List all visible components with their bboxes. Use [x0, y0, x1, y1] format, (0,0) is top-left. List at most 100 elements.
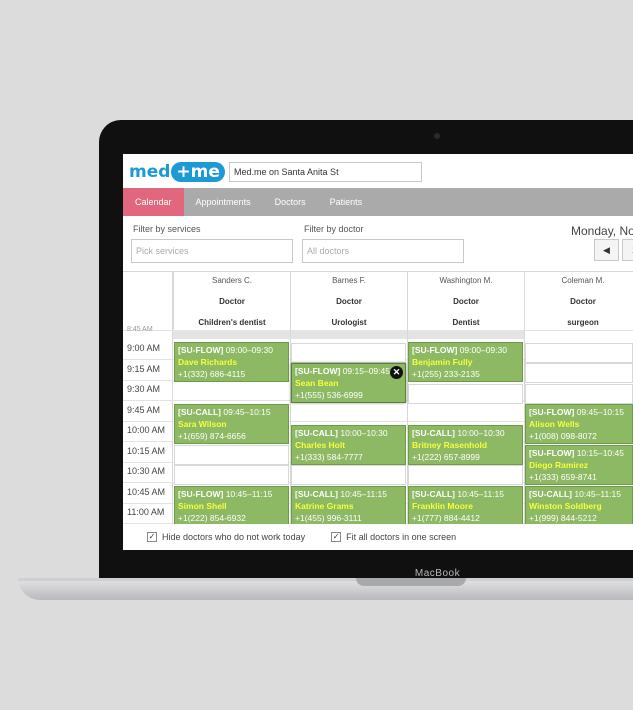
appointment-card[interactable]: [SU-FLOW] 09:15–09:45 Sean Bean +1(555) …: [291, 363, 406, 403]
tab-doctors[interactable]: Doctors: [274, 197, 306, 207]
device-brand-label: MacBook: [414, 568, 461, 579]
patient-name: Sean Bean: [295, 378, 339, 388]
patient-phone: +1(222) 854-6932: [178, 513, 246, 523]
time-column: [123, 272, 173, 524]
empty-slot[interactable]: [525, 384, 633, 404]
empty-slot[interactable]: [408, 384, 523, 404]
doctor-filter-input[interactable]: All doctors: [302, 239, 464, 263]
patient-phone: +1(333) 659-8741: [529, 472, 597, 482]
next-day-button[interactable]: 1: [622, 239, 633, 261]
doctor-name: Coleman M.: [561, 276, 605, 285]
tab-calendar[interactable]: Calendar: [123, 188, 184, 216]
appointment-time: 10:00–10:30: [457, 428, 505, 438]
clinic-select[interactable]: Med.me on Santa Anita St: [229, 162, 422, 182]
appointment-tag: [SU-CALL]: [529, 489, 572, 499]
calendar-grid: Sanders C. Doctor Children's dentist Bar…: [123, 271, 633, 524]
doctor-column-header[interactable]: Sanders C. Doctor Children's dentist: [173, 272, 290, 330]
appointment-time: 10:45–11:15: [574, 489, 621, 499]
hide-doctors-label: Hide doctors who do not work today: [162, 532, 306, 542]
patient-phone: +1(999) 844-5212: [529, 513, 597, 523]
appointment-tag: [SU-CALL]: [412, 428, 455, 438]
appointment-card[interactable]: [SU-FLOW] 10:45–11:15 Simon Shell +1(222…: [174, 486, 289, 524]
appointment-tag: [SU-FLOW]: [529, 448, 575, 458]
appointment-card[interactable]: [SU-CALL] 10:45–11:15 Katrine Grams +1(4…: [291, 486, 406, 524]
appointment-tag: [SU-FLOW]: [412, 345, 458, 355]
empty-slot[interactable]: [291, 465, 406, 485]
appointment-time: 10:00–10:30: [340, 428, 388, 438]
doctor-column-header[interactable]: Coleman M. Doctor surgeon: [524, 272, 633, 330]
patient-name: Simon Shell: [178, 501, 227, 511]
appointment-time: 09:15–09:45: [342, 366, 390, 376]
patient-name: Charles Holt: [295, 440, 346, 450]
time-label: 10:00 AM: [127, 425, 166, 435]
appointment-time: 09:45–10:15: [223, 407, 271, 417]
close-icon[interactable]: ✕: [390, 366, 403, 379]
appointment-time: 09:00–09:30: [225, 345, 273, 355]
patient-name: Dave Richards: [178, 357, 238, 367]
grid-line: [407, 330, 408, 524]
camera-icon: [434, 133, 440, 139]
appointment-time: 10:15–10:45: [576, 448, 624, 458]
checkbox-checked-icon[interactable]: ✓: [331, 532, 342, 542]
appointment-card[interactable]: [SU-CALL] 10:45–11:15 Franklin Moore +1(…: [408, 486, 523, 524]
empty-slot[interactable]: [408, 465, 523, 485]
current-date: Monday, No: [571, 224, 633, 238]
empty-slot[interactable]: [525, 343, 633, 363]
appointment-card[interactable]: [SU-FLOW] 10:15–10:45 Diego Ramirez +1(3…: [525, 445, 633, 485]
appointment-card[interactable]: [SU-CALL] 10:00–10:30 Charles Holt +1(33…: [291, 425, 406, 465]
fit-doctors-toggle[interactable]: ✓ Fit all doctors in one screen: [331, 532, 456, 542]
empty-slot[interactable]: [525, 363, 633, 383]
grid-line: [290, 330, 291, 524]
top-bar: med +me Med.me on Santa Anita St: [123, 154, 633, 188]
patient-name: Benjamin Fully: [412, 357, 473, 367]
appointment-card[interactable]: [SU-CALL] 10:00–10:30 Britney Rasenhold …: [408, 425, 523, 465]
appointment-tag: [SU-CALL]: [295, 428, 338, 438]
patient-phone: +1(008) 098-8072: [529, 431, 597, 441]
appointment-card[interactable]: [SU-CALL] 09:45–10:15 Sara Wilson +1(659…: [174, 404, 289, 444]
appointment-card[interactable]: [SU-FLOW] 09:45–10:15 Alison Wells +1(00…: [525, 404, 633, 444]
doctor-role: Doctor: [570, 297, 596, 306]
time-label: 9:15 AM: [127, 364, 161, 374]
unavailable-slot: [173, 330, 524, 339]
tab-appointments[interactable]: Appointments: [195, 197, 251, 207]
time-label: 8:45 AM: [127, 326, 153, 333]
time-label: 9:45 AM: [127, 405, 161, 415]
doctor-role: Doctor: [219, 297, 245, 306]
services-filter-label: Filter by services: [133, 224, 201, 234]
empty-slot[interactable]: [174, 445, 289, 465]
grid-line: [524, 330, 525, 524]
appointment-card[interactable]: [SU-FLOW] 09:00–09:30 Dave Richards +1(3…: [174, 342, 289, 382]
doctor-specialty: Urologist: [331, 318, 367, 327]
doctor-column-header[interactable]: Barnes F. Doctor Urologist: [290, 272, 407, 330]
services-filter-input[interactable]: Pick services: [131, 239, 293, 263]
patient-name: Franklin Moore: [412, 501, 473, 511]
appointment-card[interactable]: [SU-CALL] 10:45–11:15 Winston Soldberg +…: [525, 486, 633, 524]
patient-name: Diego Ramirez: [529, 460, 589, 470]
patient-name: Sara Wilson: [178, 419, 227, 429]
appointment-tag: [SU-FLOW]: [178, 345, 224, 355]
doctor-column-header[interactable]: Washington M. Doctor Dentist: [407, 272, 524, 330]
time-label: 10:15 AM: [127, 446, 166, 456]
appointment-time: 10:45–11:15: [457, 489, 504, 499]
empty-slot[interactable]: [291, 343, 406, 363]
app-screen: med +me Med.me on Santa Anita St Calenda…: [123, 154, 633, 550]
prev-day-button[interactable]: ◀: [594, 239, 619, 261]
checkbox-checked-icon[interactable]: ✓: [147, 532, 157, 542]
tab-patients[interactable]: Patients: [329, 197, 363, 207]
medme-logo[interactable]: med +me: [129, 161, 225, 183]
calendar-footer: ✓ Hide doctors who do not work today ✓ F…: [123, 524, 633, 550]
laptop-base-edge: [18, 578, 633, 581]
appointment-time: 09:00–09:30: [459, 345, 507, 355]
appointment-tag: [SU-CALL]: [412, 489, 455, 499]
laptop-notch: [356, 578, 466, 586]
hide-doctors-toggle[interactable]: ✓ Hide doctors who do not work today: [147, 532, 305, 542]
appointment-card[interactable]: [SU-FLOW] 09:00–09:30 Benjamin Fully +1(…: [408, 342, 523, 382]
doctor-role: Doctor: [453, 297, 479, 306]
fit-doctors-label: Fit all doctors in one screen: [346, 532, 457, 542]
patient-phone: +1(777) 884-4412: [412, 513, 480, 523]
appointment-tag: [SU-FLOW]: [529, 407, 575, 417]
empty-slot[interactable]: [174, 465, 289, 485]
appointment-time: 10:45–11:15: [340, 489, 387, 499]
patient-phone: +1(222) 657-8999: [412, 452, 480, 462]
appointment-tag: [SU-FLOW]: [295, 366, 341, 376]
